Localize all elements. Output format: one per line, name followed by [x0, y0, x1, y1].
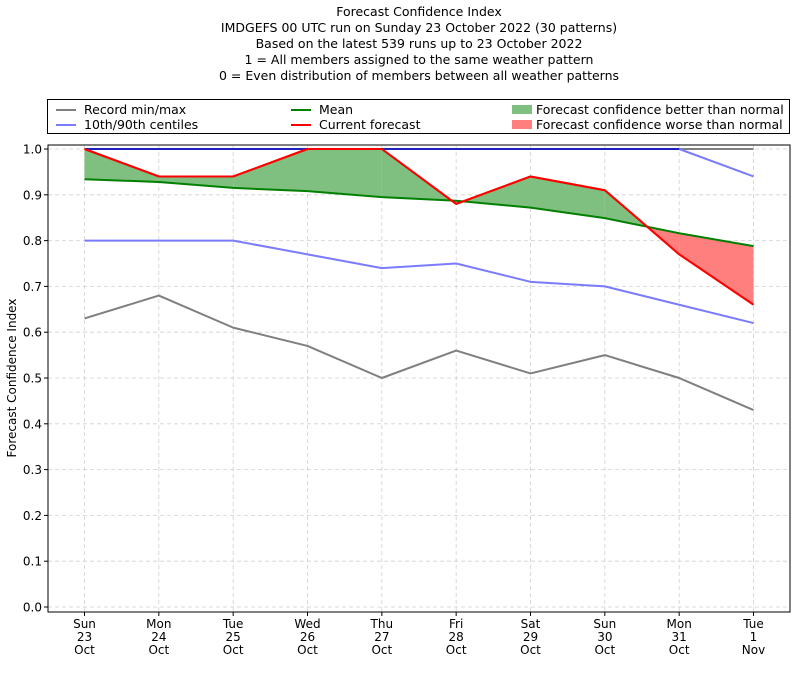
y-axis-label: Forecast Confidence Index: [5, 299, 19, 458]
legend-label-record: Record min/max: [84, 102, 187, 117]
x-tick-label-line: Oct: [371, 643, 392, 657]
legend-swatch-record: [56, 108, 76, 111]
legend-label-worse: Forecast confidence worse than normal: [536, 117, 783, 132]
x-tick-label-line: Tue: [222, 617, 244, 631]
y-tick-label: 0.6: [23, 326, 42, 340]
legend-item-centiles: 10th/90th centiles: [56, 117, 198, 132]
legend-item-current: Current forecast: [291, 117, 420, 132]
x-tick-label-line: Oct: [669, 643, 690, 657]
x-tick-label-line: Wed: [294, 617, 320, 631]
legend-swatch-mean: [291, 108, 311, 111]
chart-title-block: Forecast Confidence Index IMDGEFS 00 UTC…: [0, 4, 800, 84]
fill-worse: [679, 233, 754, 305]
series-line-mean: [84, 178, 754, 248]
fill-better: [84, 149, 159, 182]
x-tick-label-line: Oct: [520, 643, 541, 657]
y-tick-label: 0.4: [23, 417, 42, 431]
chart-title: Forecast Confidence Index: [336, 4, 502, 19]
x-tick-label-line: Oct: [148, 643, 169, 657]
legend: Record min/max 10th/90th centiles Mean C…: [47, 99, 790, 134]
x-tick-label-line: Oct: [223, 643, 244, 657]
x-tick-label-line: Nov: [742, 643, 765, 657]
x-tick-label-line: Oct: [594, 643, 615, 657]
x-tick-label-line: 25: [226, 630, 241, 644]
y-tick-label: 0.3: [23, 463, 42, 477]
series-lines: [84, 148, 755, 411]
fill-better: [463, 176, 531, 208]
x-tick-label-line: 31: [672, 630, 687, 644]
y-tick-label: 0.1: [23, 555, 42, 569]
x-tick-label-line: Tue: [742, 617, 764, 631]
series-line-record-min: [84, 294, 754, 411]
legend-label-mean: Mean: [319, 102, 354, 117]
x-tick-label-line: 29: [523, 630, 538, 644]
x-tick-label-line: 30: [597, 630, 612, 644]
x-tick-label-line: Sat: [521, 617, 541, 631]
y-tick-label: 0.5: [23, 372, 42, 386]
chart-subtitle-4: 0 = Even distribution of members between…: [218, 68, 620, 83]
x-tick-label-line: Sun: [593, 617, 616, 631]
chart-subtitle-1: IMDGEFS 00 UTC run on Sunday 23 October …: [220, 20, 618, 35]
x-tick-label-line: 1: [750, 630, 758, 644]
series-line-10th-centile: [84, 239, 754, 325]
series-line-current-forecast-top: [84, 148, 755, 306]
x-tick-label-line: Mon: [146, 617, 171, 631]
legend-label-centiles: 10th/90th centiles: [84, 117, 199, 132]
series-line-current-forecast: [84, 148, 755, 306]
x-tick-label-line: Sun: [73, 617, 96, 631]
fill-better: [307, 149, 382, 198]
y-tick-label: 0.0: [23, 601, 42, 615]
legend-swatch-centiles: [56, 123, 76, 126]
y-tick-label: 1.0: [23, 143, 42, 157]
chart-subtitle-2: Based on the latest 539 runs up to 23 Oc…: [255, 36, 583, 51]
x-tick-label-line: 27: [374, 630, 389, 644]
chart-subtitle-3: 1 = All members assigned to the same wea…: [244, 52, 594, 67]
x-tick-label-line: Mon: [667, 617, 692, 631]
y-tick-label: 0.8: [23, 234, 42, 248]
legend-swatch-better: [512, 105, 532, 114]
legend-swatch-worse: [512, 120, 532, 129]
fill-areas: [84, 149, 754, 305]
fill-better: [158, 176, 234, 188]
x-tick-label-line: Oct: [297, 643, 318, 657]
x-tick-label-line: 28: [449, 630, 464, 644]
legend-label-current: Current forecast: [319, 117, 421, 132]
legend-item-worse: Forecast confidence worse than normal: [512, 117, 783, 132]
y-tick-label: 0.9: [23, 188, 42, 202]
y-tick-label: 0.7: [23, 280, 42, 294]
x-tick-label-line: 24: [151, 630, 166, 644]
y-tick-label: 0.2: [23, 509, 42, 523]
x-tick-label-line: Thu: [370, 617, 394, 631]
x-tick-label-line: Oct: [74, 643, 95, 657]
series-line-90th-centile: [84, 148, 754, 178]
x-tick-label-line: 26: [300, 630, 315, 644]
legend-item-better: Forecast confidence better than normal: [512, 102, 784, 117]
fill-better: [233, 149, 308, 192]
x-tick-label-line: 23: [77, 630, 92, 644]
legend-swatch-current: [291, 123, 311, 126]
x-tick-label-line: Oct: [446, 643, 467, 657]
y-axis: 0.0 0.1 0.2 0.3 0.4 0.5 0.6 0.7 0.8 0.9 1.0: [23, 143, 48, 615]
x-tick-label-line: Fri: [449, 617, 463, 631]
x-axis: Sun23OctMon24OctTue25OctWed26OctThu27Oct…: [73, 612, 765, 657]
legend-item-record: Record min/max: [56, 102, 186, 117]
legend-item-mean: Mean: [291, 102, 353, 117]
legend-label-better: Forecast confidence better than normal: [536, 102, 784, 117]
